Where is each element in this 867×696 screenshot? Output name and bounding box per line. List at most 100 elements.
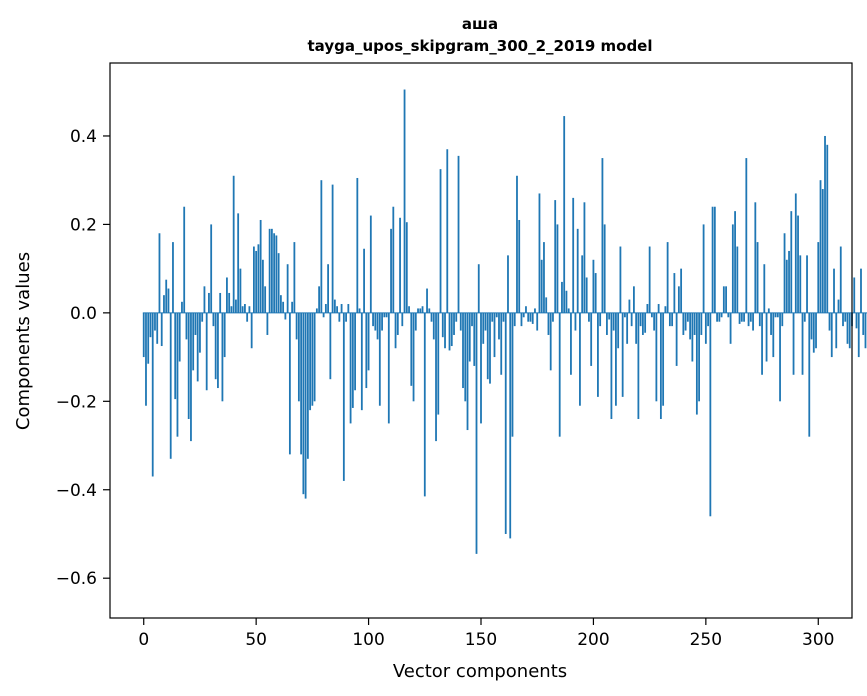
bar-74 [309, 312, 312, 411]
bar-135 [446, 149, 449, 313]
bar-169 [522, 312, 525, 318]
bar-287 [788, 250, 790, 313]
bar-155 [491, 312, 494, 322]
bar-2 [147, 312, 150, 364]
bar-224 [646, 304, 649, 313]
bar-185 [558, 312, 561, 437]
bar-67 [293, 242, 296, 313]
bar-72 [304, 312, 307, 499]
bar-86 [336, 306, 338, 313]
bar-300 [817, 242, 820, 313]
bar-118 [408, 306, 410, 313]
bar-218 [633, 286, 635, 313]
bar-174 [534, 308, 536, 313]
bar-33 [217, 312, 219, 389]
bar-240 [682, 312, 685, 335]
bar-106 [381, 312, 383, 331]
bar-45 [244, 304, 246, 313]
bar-49 [253, 246, 255, 313]
bar-172 [529, 312, 532, 322]
y-axis-ticks: −0.6 −0.4 −0.2 0.0 0.2 0.4 [56, 127, 110, 589]
bar-237 [675, 312, 678, 366]
bar-306 [830, 312, 833, 358]
bar-24 [196, 312, 199, 382]
chart-title-line2: tayga_upos_skipgram_300_2_2019 model [308, 37, 653, 55]
bar-37 [226, 277, 228, 313]
bar-58 [273, 233, 276, 313]
bar-245 [693, 312, 696, 335]
bar-35 [221, 312, 224, 402]
bar-233 [666, 242, 669, 313]
bar-154 [489, 312, 491, 384]
bar-182 [552, 312, 554, 322]
bar-314 [848, 312, 851, 349]
bar-27 [203, 286, 206, 313]
bar-193 [576, 228, 579, 313]
bar-318 [857, 312, 860, 358]
bar-110 [390, 228, 392, 313]
bar-82 [327, 264, 329, 313]
bar-60 [277, 253, 280, 313]
bar-283 [779, 312, 781, 402]
bar-140 [457, 155, 460, 313]
bar-81 [324, 304, 327, 313]
bar-301 [819, 180, 822, 313]
bar-11 [167, 288, 170, 313]
bar-272 [754, 202, 757, 313]
bar-216 [628, 299, 631, 313]
bar-267 [743, 312, 745, 322]
bar-119 [410, 312, 413, 386]
bar-40 [232, 175, 235, 313]
bar-145 [468, 312, 471, 362]
bar-286 [785, 259, 788, 313]
bar-235 [671, 312, 674, 327]
bar-51 [257, 244, 260, 313]
bar-261 [729, 312, 732, 344]
bar-104 [376, 312, 379, 340]
bar-136 [448, 312, 451, 351]
bar-115 [401, 312, 404, 327]
bar-147 [473, 312, 476, 366]
bar-251 [707, 312, 709, 327]
bar-201 [594, 273, 597, 313]
bar-302 [821, 189, 824, 313]
bar-196 [583, 202, 586, 313]
y-axis-label: Components values [13, 252, 34, 430]
bar-1 [145, 312, 147, 406]
bar-206 [606, 312, 608, 335]
bar-256 [718, 312, 721, 322]
bar-53 [262, 259, 264, 313]
bar-157 [495, 312, 498, 318]
bar-63 [284, 312, 287, 320]
bar-168 [520, 312, 523, 327]
x-axis-ticks: 0 50 100 150 200 250 300 [138, 618, 834, 650]
bar-4 [151, 312, 154, 477]
bar-61 [279, 295, 282, 313]
bar-177 [540, 259, 543, 313]
bar-95 [356, 177, 359, 313]
bar-97 [360, 312, 363, 411]
bar-79 [320, 180, 323, 313]
bar-137 [450, 312, 453, 347]
bar-28 [205, 312, 208, 391]
bar-44 [241, 306, 244, 313]
bar-122 [417, 308, 419, 313]
x-tick-label-200: 200 [577, 630, 609, 650]
bar-248 [700, 312, 703, 335]
bar-98 [363, 248, 365, 313]
x-tick-label-300: 300 [802, 630, 834, 650]
bar-114 [399, 217, 401, 313]
bar-101 [369, 215, 372, 313]
bar-83 [329, 312, 332, 380]
bar-271 [752, 312, 754, 331]
bar-16 [178, 312, 181, 362]
bar-133 [441, 312, 444, 338]
bar-117 [405, 222, 408, 313]
bar-295 [806, 255, 808, 313]
bar-38 [228, 292, 231, 313]
bar-126 [426, 288, 428, 313]
y-tick-label-0: −0.6 [56, 569, 97, 589]
bar-223 [644, 312, 647, 333]
bar-194 [579, 312, 581, 406]
bar-108 [385, 312, 388, 318]
